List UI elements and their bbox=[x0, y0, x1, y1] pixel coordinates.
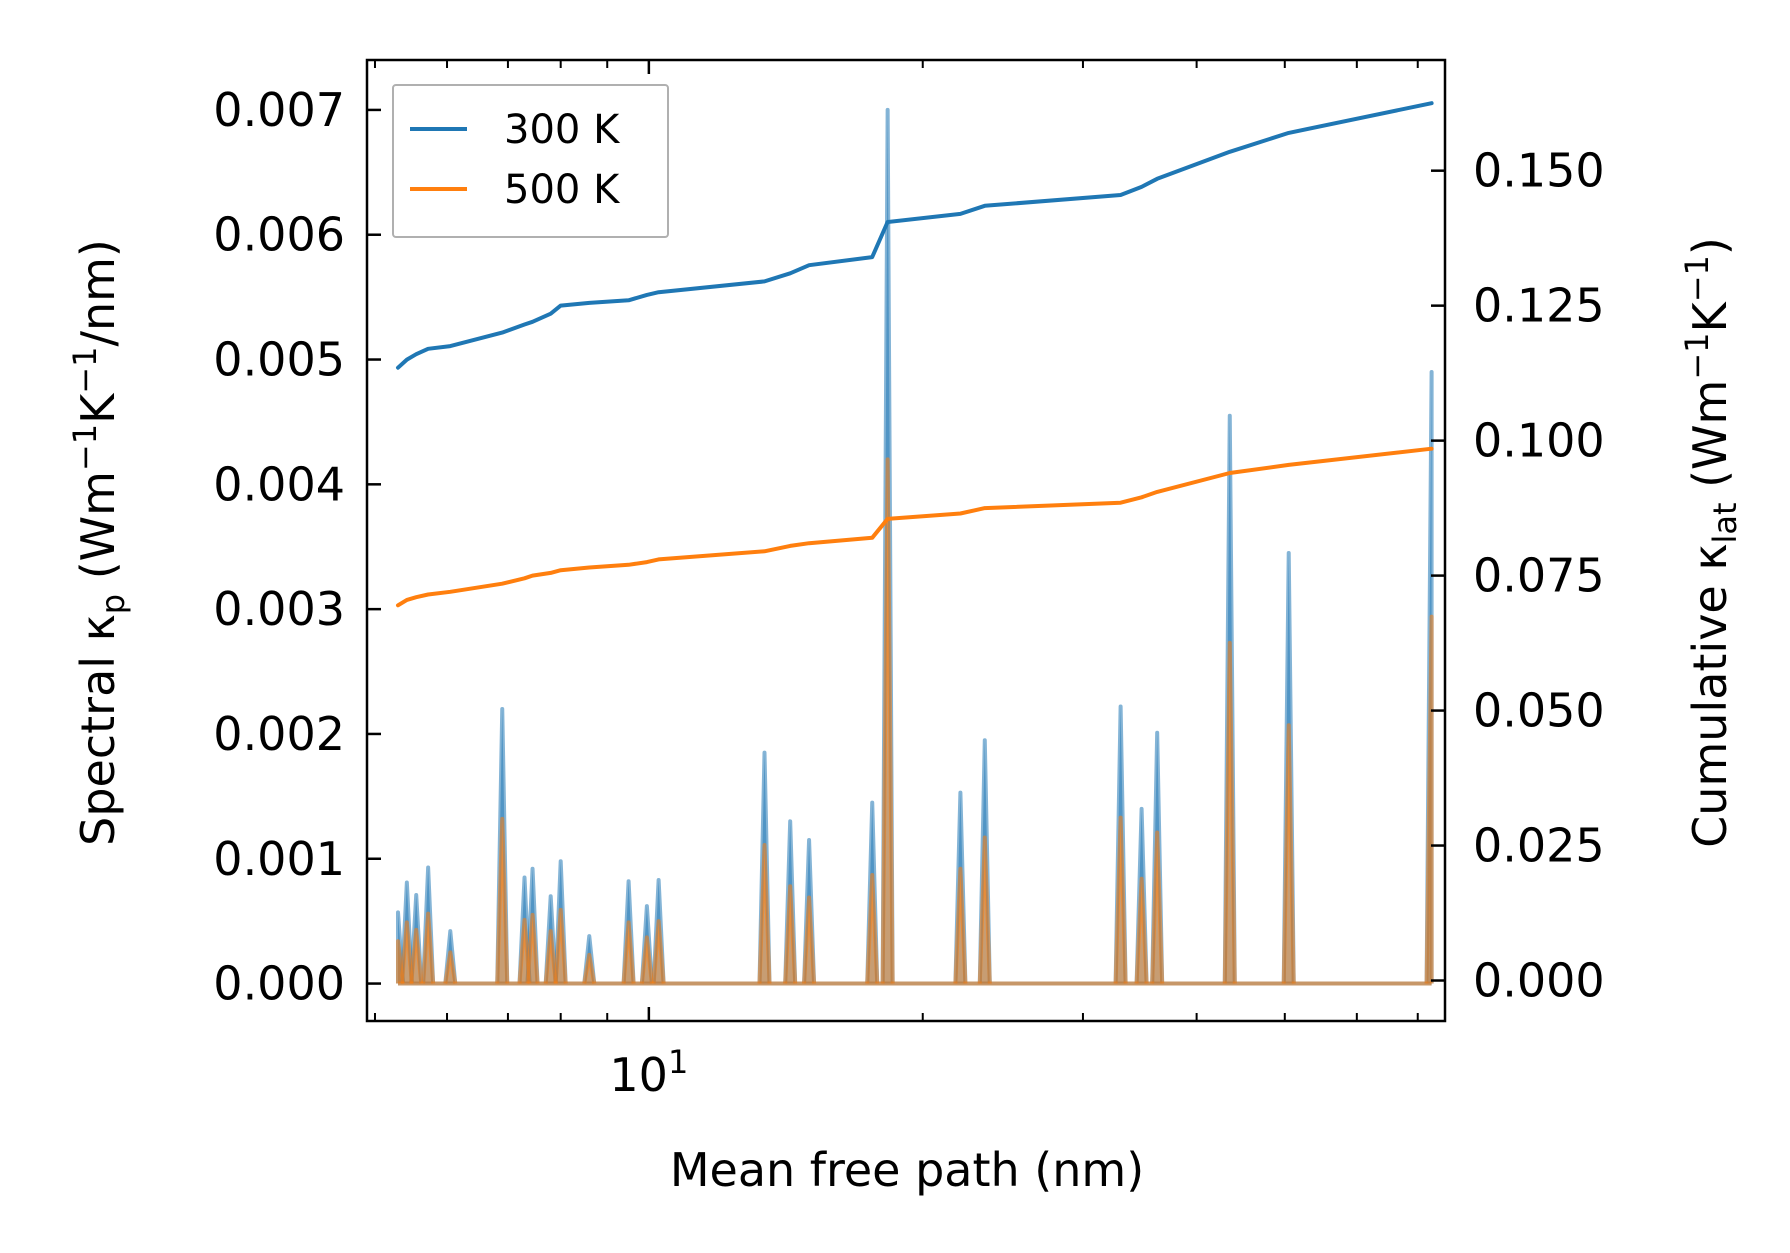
x-major-tick-label: 101 bbox=[609, 1043, 688, 1102]
y-left-axis-label-prefix: Spectral κ bbox=[71, 614, 125, 846]
y-left-axis-label-mid: K bbox=[71, 392, 125, 424]
x-axis-label: Mean free path (nm) bbox=[670, 1143, 1144, 1197]
y-right-axis-label: Cumulative κlat (Wm−1K−1) bbox=[1678, 237, 1744, 848]
legend: 300 K 500 K bbox=[392, 84, 669, 238]
y-left-tick-label-5: 0.005 bbox=[213, 333, 345, 387]
spectral-peak-500k-4 bbox=[443, 950, 458, 984]
y-left-axis-label-sub: p bbox=[94, 594, 132, 614]
y-left-tick-label-7: 0.007 bbox=[213, 83, 345, 137]
y-left-axis-label-units: (Wm bbox=[71, 471, 125, 594]
spectral-peak-500k-19 bbox=[953, 866, 968, 984]
spectral-peak-500k-18 bbox=[880, 457, 895, 984]
spectral-peak-500k-2 bbox=[409, 927, 424, 984]
spectral-peak-500k-22 bbox=[1134, 876, 1149, 984]
axis-labels: 0.000 0.001 0.002 0.003 0.004 0.005 0.006 0.007… bbox=[66, 83, 1744, 1197]
spectral-peak-500k-23 bbox=[1150, 830, 1165, 984]
spectral-peak-500k-5 bbox=[495, 816, 510, 984]
spectral-peak-500k-7 bbox=[525, 912, 540, 984]
spectral-peak-500k-24 bbox=[1222, 640, 1237, 984]
legend-label-300k: 300 K bbox=[504, 107, 621, 153]
x-major-tick-exp: 1 bbox=[668, 1043, 688, 1081]
y-right-tick-label-0: 0.000 bbox=[1473, 954, 1605, 1008]
spectral-peak-500k-3 bbox=[421, 911, 436, 984]
spectral-peak-500k-21 bbox=[1113, 815, 1128, 984]
spectral-peak-500k-9 bbox=[553, 907, 568, 984]
spectral-peak-500k-26 bbox=[1424, 614, 1434, 984]
x-major-tick-base: 10 bbox=[609, 1048, 668, 1102]
y-right-axis-label-mid: K bbox=[1683, 300, 1737, 332]
spectral-peak-500k-20 bbox=[977, 835, 992, 984]
y-right-tick-label-2: 0.050 bbox=[1473, 684, 1605, 738]
y-right-axis-label-units: (Wm bbox=[1683, 380, 1737, 503]
y-left-tick-label-6: 0.006 bbox=[213, 208, 345, 262]
y-left-tick-label-0: 0.000 bbox=[213, 957, 345, 1011]
y-right-axis-label-prefix: Cumulative κ bbox=[1683, 544, 1737, 848]
spectral-peak-500k-10 bbox=[582, 952, 597, 984]
y-left-tick-label-3: 0.003 bbox=[213, 582, 345, 636]
spectral-peak-500k-13 bbox=[651, 919, 666, 984]
y-left-axis-label: Spectral κp (Wm−1K−1/nm) bbox=[66, 239, 132, 846]
spectral-peak-500k-1 bbox=[399, 920, 414, 984]
y-left-axis-label-sup1: −1 bbox=[66, 424, 104, 471]
spectral-peak-500k-8 bbox=[543, 929, 558, 984]
legend-box bbox=[392, 84, 669, 238]
spectral-peak-500k-11 bbox=[621, 920, 636, 984]
y-right-axis-label-sub: lat bbox=[1706, 503, 1744, 544]
plot-frame bbox=[365, 58, 1447, 1023]
y-left-tick-label-4: 0.004 bbox=[213, 457, 345, 511]
spectral-peak-500k-14 bbox=[757, 843, 772, 984]
cumulative-line-300k bbox=[396, 101, 1434, 370]
legend-label-500k: 500 K bbox=[504, 167, 621, 213]
y-right-tick-label-3: 0.075 bbox=[1473, 549, 1605, 603]
spectral-peak-500k-25 bbox=[1281, 723, 1296, 984]
y-left-tick-label-1: 0.001 bbox=[213, 832, 345, 886]
series-lines bbox=[396, 101, 1434, 986]
y-right-tick-label-5: 0.125 bbox=[1473, 279, 1605, 333]
axis-ticks bbox=[367, 60, 1445, 1021]
cumulative-line-500k bbox=[396, 446, 1434, 608]
y-right-axis-label-sup2: −1 bbox=[1678, 255, 1716, 302]
spectral-peak-500k-17 bbox=[865, 872, 880, 984]
spectral-peak-500k-15 bbox=[783, 884, 798, 984]
y-right-tick-label-1: 0.025 bbox=[1473, 819, 1605, 873]
y-right-tick-label-6: 0.150 bbox=[1473, 144, 1605, 198]
spectral-peak-500k-16 bbox=[802, 895, 817, 984]
y-right-axis-label-sup1: −1 bbox=[1678, 332, 1716, 379]
y-right-tick-label-4: 0.100 bbox=[1473, 414, 1605, 468]
y-left-axis-label-sup2: −1 bbox=[66, 347, 104, 394]
y-right-axis-label-suffix: ) bbox=[1683, 237, 1737, 255]
y-left-axis-label-suffix: /nm) bbox=[71, 239, 125, 346]
y-left-tick-label-2: 0.002 bbox=[213, 707, 345, 761]
spectral-peak-500k-12 bbox=[639, 935, 654, 984]
